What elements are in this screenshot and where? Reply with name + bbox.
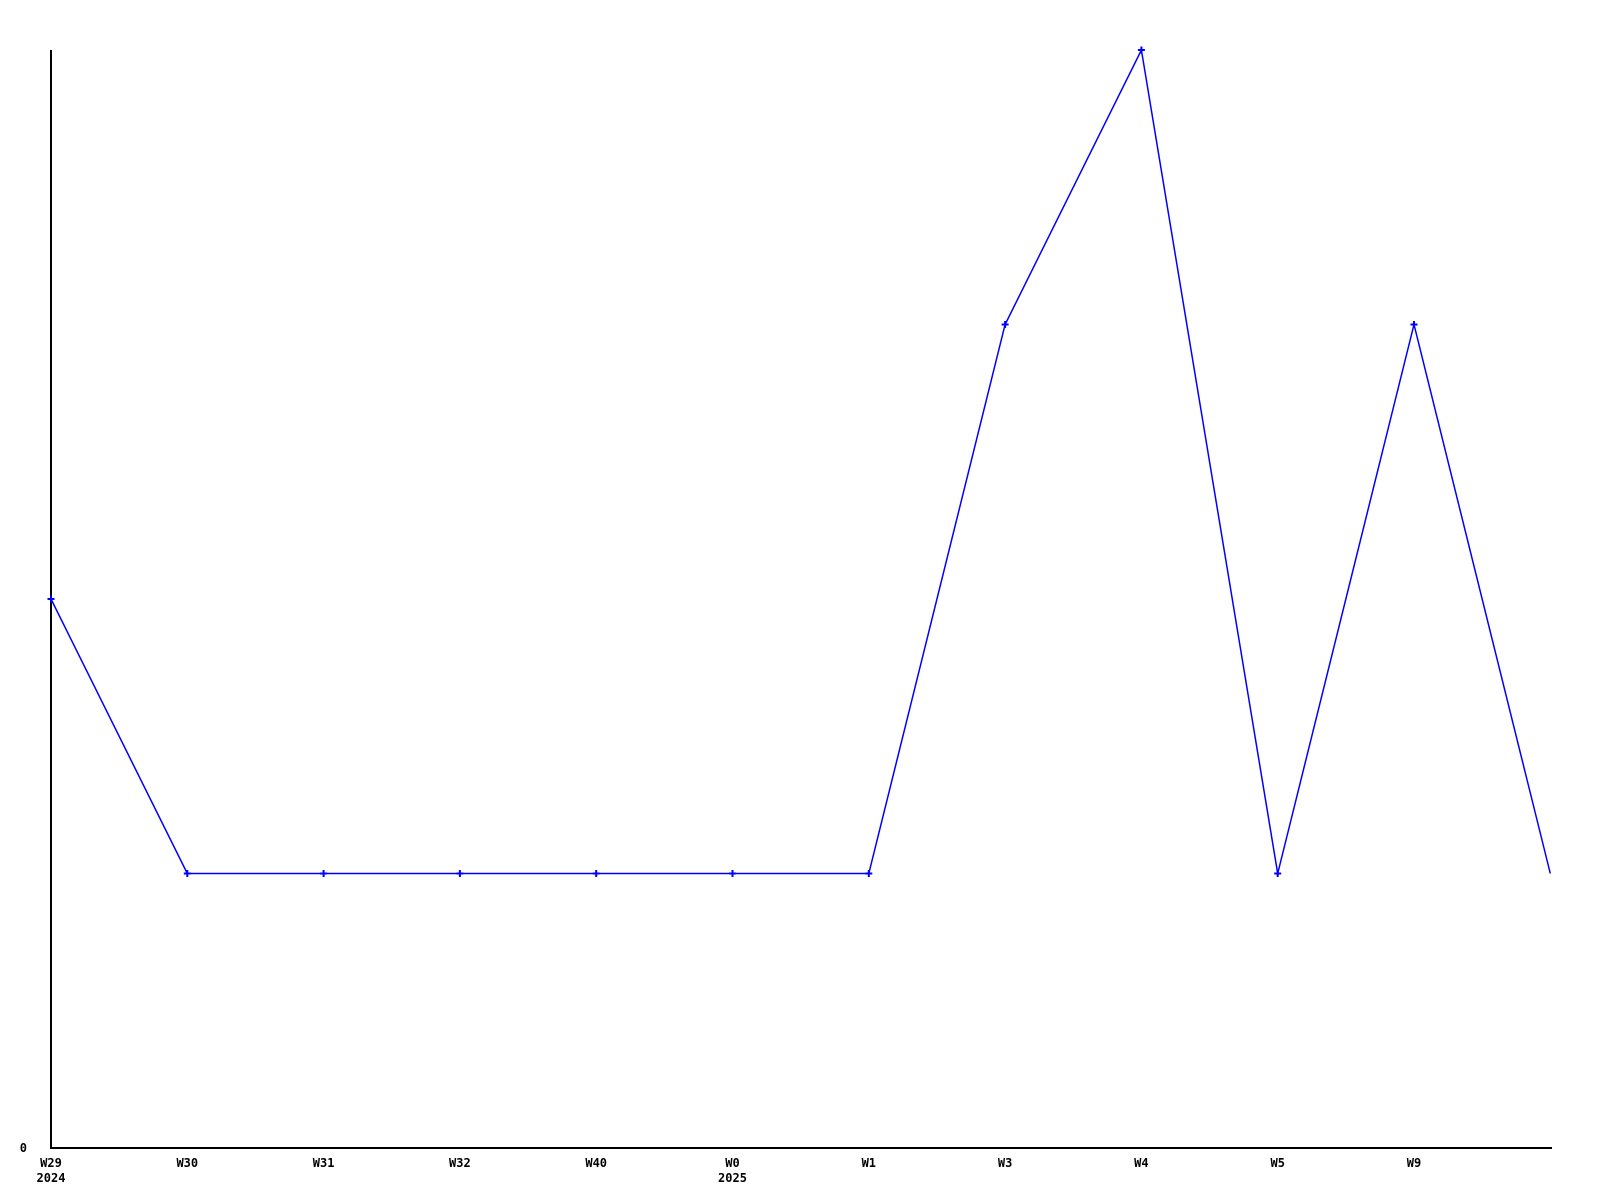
x-tick-label: W0 — [725, 1156, 739, 1170]
x-tick-label: W5 — [1270, 1156, 1284, 1170]
data-line — [50, 47, 1552, 875]
x-tick-label: W3 — [998, 1156, 1012, 1170]
axes — [50, 50, 1552, 1149]
x-tick-label: W40 — [585, 1156, 607, 1170]
x-year-label: 2025 — [718, 1171, 747, 1185]
x-tick-label: W31 — [313, 1156, 335, 1170]
data-point-markers — [47, 46, 1418, 877]
x-tick-label: W1 — [862, 1156, 876, 1170]
x-tick-label: W4 — [1134, 1156, 1148, 1170]
x-tick-label: W9 — [1407, 1156, 1421, 1170]
x-tick-label: W29 — [40, 1156, 62, 1170]
x-tick-label: W32 — [449, 1156, 471, 1170]
y-tick-label: 0 — [20, 1141, 27, 1155]
x-tick-label: W30 — [176, 1156, 198, 1170]
x-year-label: 2024 — [37, 1171, 66, 1185]
